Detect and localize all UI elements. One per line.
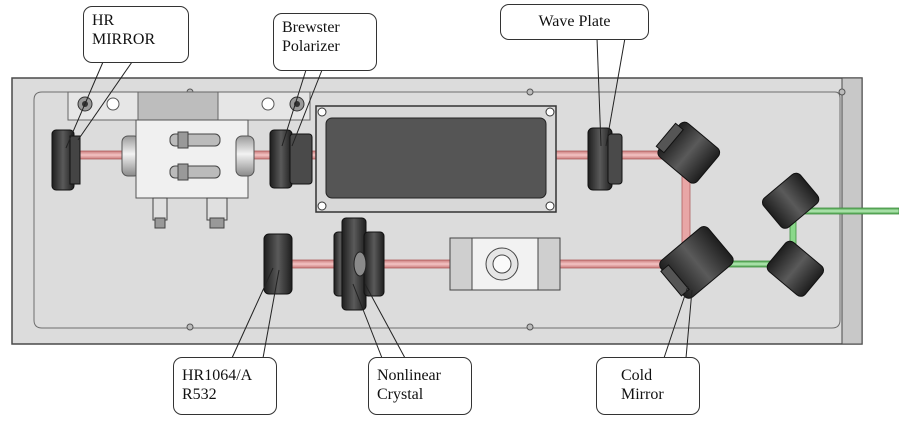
callout-nonlinear-line1: Nonlinear [377,367,441,384]
callout-nonlinear-line2: Crystal [377,386,424,403]
callout-cold-mirror-line1: Cold [621,367,653,384]
callout-hr-mirror: HR MIRROR [83,6,189,63]
crystal-mount-icon [333,217,385,311]
hr-mirror-mount [51,129,81,191]
cold-mirror-mount [659,226,734,299]
callout-hr1064-line2: R532 [182,386,217,403]
callout-brewster-line1: Brewster [282,19,340,36]
brewster-polarizer-mount [269,129,313,189]
fold-mirror-mount [655,121,721,184]
callout-nonlinear-crystal: Nonlinear Crystal [368,357,472,415]
callout-wave-plate: Wave Plate [500,4,649,40]
baseplate-inner-outline [33,91,841,329]
callout-cold-mirror-line2: Mirror [621,386,664,403]
callout-hr-mirror-line1: HR [92,12,115,29]
callout-hr1064-ar532: HR1064/A R532 [173,357,277,415]
callout-hr-mirror-line2: MIRROR [92,31,156,48]
q-switch-housing-icon [315,105,557,213]
callout-brewster-line2: Polarizer [282,38,340,55]
clamp-bar [67,91,311,121]
callout-wave-plate-line1: Wave Plate [538,13,611,30]
hr1064-ar532-mount [263,233,293,295]
output-mirror-lower [766,240,825,297]
callout-cold-mirror: Cold Mirror [596,357,700,415]
callout-brewster-polarizer: Brewster Polarizer [273,13,377,71]
output-mirror-upper [761,172,820,229]
callout-leaders [65,37,693,359]
callout-hr1064-line1: HR1064/A [182,367,253,384]
pump-chamber-icon [121,119,255,229]
wave-plate-mount [587,127,623,191]
optic-holder [449,237,561,291]
